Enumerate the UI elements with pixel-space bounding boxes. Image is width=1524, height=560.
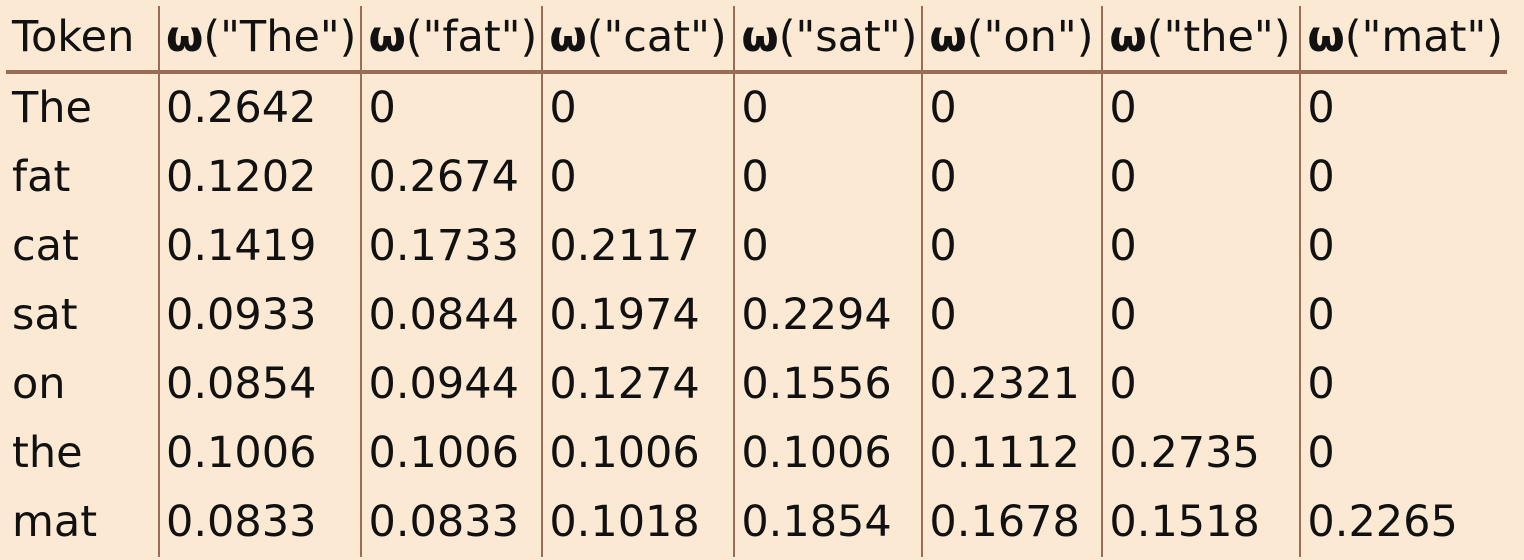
weight-cell: 0 [1101, 143, 1299, 212]
header-col-7: ω("mat") [1299, 6, 1508, 74]
weight-cell: 0.1006 [158, 419, 360, 488]
weight-cell: 0.1006 [360, 419, 541, 488]
weight-cell: 0 [541, 143, 733, 212]
weight-cell: 0 [360, 74, 541, 143]
weight-cell: 0 [1101, 74, 1299, 143]
weight-cell: 0.0844 [360, 281, 541, 350]
row-token: cat [12, 221, 79, 271]
weight-cell: 0 [1299, 143, 1507, 212]
weight-cell: 0.2321 [921, 350, 1101, 419]
weight-cell: 0 [733, 74, 921, 143]
omega-symbol: ω [368, 11, 406, 62]
weight-cell: 0 [921, 74, 1101, 143]
header-col-arg: ("the") [1146, 11, 1291, 62]
weight-cell: 0 [921, 281, 1101, 350]
weight-cell: 0 [1101, 281, 1299, 350]
weight-cell: 0.1006 [541, 419, 733, 488]
header-row: Token ω("The") ω("fat") ω("cat") ω("sat"… [6, 6, 1508, 74]
weight-cell: 0.1854 [733, 488, 921, 557]
header-col-3: ω("cat") [541, 6, 734, 74]
header-col-arg: ("cat") [586, 11, 727, 62]
weight-cell: 0 [1299, 74, 1507, 143]
weight-cell: 0.2674 [360, 143, 541, 212]
header-col-6: ω("the") [1101, 6, 1300, 74]
header-col-arg: ("on") [966, 11, 1094, 62]
weight-cell: 0 [1299, 350, 1507, 419]
weight-cell: 0.0944 [360, 350, 541, 419]
weight-cell: 0.1419 [158, 212, 360, 281]
omega-symbol: ω [166, 11, 204, 62]
header-col-2: ω("fat") [360, 6, 542, 74]
header-col-5: ω("on") [921, 6, 1102, 74]
weight-cell: 0.1112 [921, 419, 1101, 488]
header-col-4: ω("sat") [733, 6, 922, 74]
omega-symbol: ω [741, 11, 779, 62]
row-token: sat [12, 290, 78, 340]
weight-cell: 0.1518 [1101, 488, 1299, 557]
weight-cell: 0.2642 [158, 74, 360, 143]
table-row: mat 0.0833 0.0833 0.1018 0.1854 0.1678 0… [6, 488, 1507, 557]
weight-cell: 0.2294 [733, 281, 921, 350]
weight-cell: 0.2265 [1299, 488, 1507, 557]
weight-cell: 0 [1299, 212, 1507, 281]
weight-cell: 0 [541, 74, 733, 143]
table-row: sat 0.0933 0.0844 0.1974 0.2294 0 0 0 [6, 281, 1507, 350]
weight-cell: 0.0933 [158, 281, 360, 350]
header-col-arg: ("fat") [405, 11, 538, 62]
weight-cell: 0 [1101, 212, 1299, 281]
weight-cell: 0 [921, 212, 1101, 281]
table-header: Token ω("The") ω("fat") ω("cat") ω("sat"… [6, 6, 1508, 74]
weight-cell: 0.2735 [1101, 419, 1299, 488]
weight-cell: 0.2117 [541, 212, 733, 281]
weights-table: Token ω("The") ω("fat") ω("cat") ω("sat"… [6, 6, 1508, 557]
table-body: The 0.2642 0 0 0 0 0 0 fat 0.1202 0.2674… [6, 74, 1507, 557]
weight-cell: 0 [921, 143, 1101, 212]
omega-symbol: ω [1109, 11, 1147, 62]
row-token: the [12, 428, 83, 478]
row-token: mat [12, 497, 98, 547]
header-col-arg: ("The") [203, 11, 357, 62]
omega-symbol: ω [929, 11, 967, 62]
weight-cell: 0 [1299, 419, 1507, 488]
header-col-1: ω("The") [158, 6, 361, 74]
header-token: Token [6, 6, 158, 74]
table-row: fat 0.1202 0.2674 0 0 0 0 0 [6, 143, 1507, 212]
weight-cell: 0 [1101, 350, 1299, 419]
omega-symbol: ω [1307, 11, 1345, 62]
header-col-arg: ("mat") [1344, 11, 1504, 62]
weight-cell: 0 [733, 143, 921, 212]
weight-cell: 0.0833 [360, 488, 541, 557]
table-row: cat 0.1419 0.1733 0.2117 0 0 0 0 [6, 212, 1507, 281]
weight-cell: 0.1018 [541, 488, 733, 557]
weight-cell: 0.1974 [541, 281, 733, 350]
omega-symbol: ω [549, 11, 587, 62]
table-row: on 0.0854 0.0944 0.1274 0.1556 0.2321 0 … [6, 350, 1507, 419]
weight-cell: 0 [1299, 281, 1507, 350]
weight-cell: 0.1733 [360, 212, 541, 281]
weight-cell: 0.1006 [733, 419, 921, 488]
weight-cell: 0.1556 [733, 350, 921, 419]
table-row: the 0.1006 0.1006 0.1006 0.1006 0.1112 0… [6, 419, 1507, 488]
weight-cell: 0.0833 [158, 488, 360, 557]
weight-cell: 0.1202 [158, 143, 360, 212]
weight-cell: 0 [733, 212, 921, 281]
row-token: on [12, 359, 66, 409]
weight-cell: 0.0854 [158, 350, 360, 419]
header-col-arg: ("sat") [778, 11, 918, 62]
weight-cell: 0.1274 [541, 350, 733, 419]
table-row: The 0.2642 0 0 0 0 0 0 [6, 74, 1507, 143]
row-token: The [12, 83, 92, 133]
weight-cell: 0.1678 [921, 488, 1101, 557]
row-token: fat [12, 152, 71, 202]
